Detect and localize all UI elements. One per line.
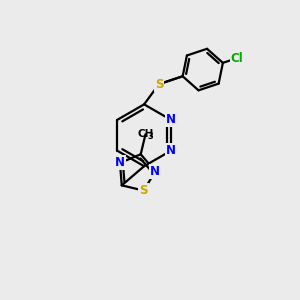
Text: N: N xyxy=(115,156,125,170)
Text: 3: 3 xyxy=(148,132,154,141)
Text: N: N xyxy=(166,113,176,126)
Text: S: S xyxy=(140,184,148,197)
Text: N: N xyxy=(166,144,176,157)
Text: S: S xyxy=(155,78,163,91)
Text: CH: CH xyxy=(137,129,154,139)
Text: Cl: Cl xyxy=(230,52,243,65)
Text: N: N xyxy=(150,165,161,178)
